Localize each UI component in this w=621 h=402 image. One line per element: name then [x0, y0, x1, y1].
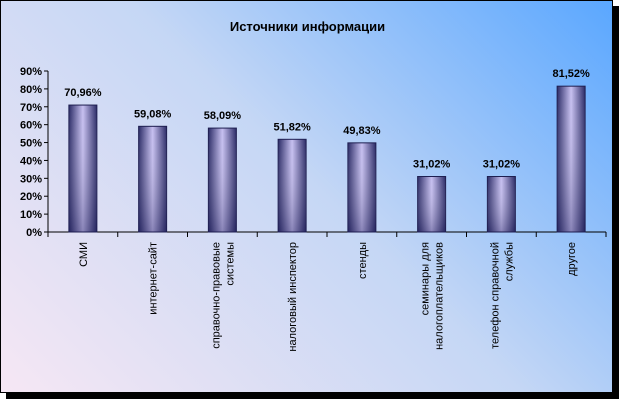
chart-frame: Источники информации 0% 10% 20% 30% 40% 50% 60… [0, 0, 613, 393]
data-label: 49,83% [343, 125, 381, 137]
bars [68, 85, 586, 233]
bar-shade [487, 176, 516, 232]
category-label: налогоплательщиков [434, 242, 446, 350]
bar-shade [278, 139, 307, 232]
chart-title: Источники информации [229, 19, 386, 34]
bar-shade [68, 105, 97, 232]
category-label: налоговый инспектор [287, 242, 299, 352]
data-label: 51,82% [273, 121, 311, 133]
y-tick-label: 30% [20, 173, 42, 185]
y-tick-label: 50% [20, 138, 42, 150]
y-tick-label: 80% [20, 84, 42, 96]
axes: 0% 10% 20% 30% 40% 50% 60% 70% 80% 90% [20, 66, 607, 239]
labels: 70,96% СМИ 59,08% интернет-сайт 58,09% справо… [64, 68, 590, 351]
y-tick-label: 20% [20, 191, 42, 203]
bar-shade [208, 128, 237, 232]
bar-shade [347, 142, 376, 232]
category-label: системы [224, 242, 236, 286]
y-tick-label: 40% [20, 155, 42, 167]
y-tick-label: 60% [20, 120, 42, 132]
y-tick-label: 10% [20, 209, 42, 221]
category-label: справочно-правовые [210, 242, 222, 349]
data-label: 31,02% [413, 159, 451, 171]
y-tick-label: 70% [20, 102, 42, 114]
y-tick-label: 0% [26, 227, 42, 239]
y-tick-label: 90% [20, 66, 42, 78]
bar-shade [557, 86, 586, 233]
data-label: 58,09% [204, 110, 242, 122]
bar-chart: 0% 10% 20% 30% 40% 50% 60% 70% 80% 90% 70,96% СМИ 5… [20, 66, 607, 352]
data-label: 70,96% [64, 87, 102, 99]
data-label: 81,52% [552, 68, 590, 80]
category-label: другое [566, 242, 578, 276]
category-label: стенды [357, 242, 369, 279]
data-label: 59,08% [134, 108, 172, 120]
category-label: службы [503, 242, 515, 281]
bar-shade [417, 176, 446, 232]
category-label: интернет-сайт [148, 242, 160, 315]
category-label: телефон справочной [489, 242, 501, 349]
data-label: 31,02% [483, 159, 521, 171]
bar-shade [138, 126, 167, 232]
category-label: СМИ [78, 242, 90, 267]
category-label: семинары для [420, 242, 432, 315]
